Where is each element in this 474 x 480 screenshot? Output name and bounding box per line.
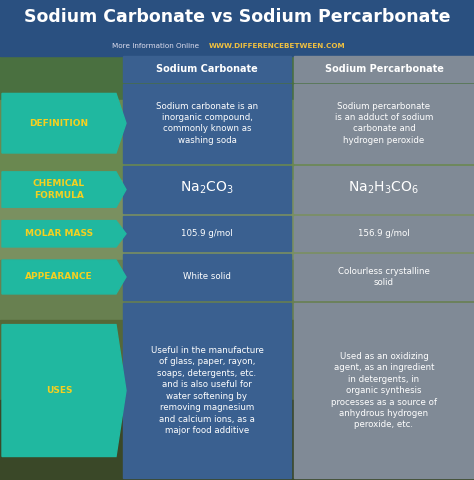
Bar <box>294 84 474 163</box>
Bar <box>0 100 474 180</box>
Text: APPEARANCE: APPEARANCE <box>25 273 93 281</box>
Text: DEFINITION: DEFINITION <box>29 119 89 128</box>
Text: Sodium Carbonate: Sodium Carbonate <box>156 64 258 74</box>
Text: Sodium Carbonate vs Sodium Percarbonate: Sodium Carbonate vs Sodium Percarbonate <box>24 8 450 26</box>
Bar <box>123 254 291 300</box>
Polygon shape <box>2 260 126 294</box>
Bar <box>123 56 291 82</box>
Bar <box>0 0 474 56</box>
Polygon shape <box>2 221 126 247</box>
Text: White solid: White solid <box>183 273 231 281</box>
Text: USES: USES <box>46 386 72 395</box>
Polygon shape <box>2 172 126 207</box>
Text: MOLAR MASS: MOLAR MASS <box>25 229 93 238</box>
Bar <box>0 180 474 260</box>
Bar <box>123 302 291 479</box>
Text: Na$_2$CO$_3$: Na$_2$CO$_3$ <box>180 180 234 196</box>
Text: Sodium Percarbonate: Sodium Percarbonate <box>325 64 444 74</box>
Text: Sodium percarbonate
is an adduct of sodium
carbonate and
hydrogen peroxide: Sodium percarbonate is an adduct of sodi… <box>335 102 433 145</box>
Bar <box>294 56 474 82</box>
Polygon shape <box>2 324 126 456</box>
Text: 156.9 g/mol: 156.9 g/mol <box>358 229 410 238</box>
Bar <box>123 166 291 213</box>
Polygon shape <box>2 94 126 153</box>
Text: Colourless crystalline
solid: Colourless crystalline solid <box>338 267 430 287</box>
Text: CHEMICAL
FORMULA: CHEMICAL FORMULA <box>33 180 85 200</box>
Text: More Information Online: More Information Online <box>112 43 199 49</box>
Bar <box>123 216 291 252</box>
Text: Used as an oxidizing
agent, as an ingredient
in detergents, in
organic synthesis: Used as an oxidizing agent, as an ingred… <box>331 352 437 430</box>
Text: Sodium carbonate is an
inorganic compound,
commonly known as
washing soda: Sodium carbonate is an inorganic compoun… <box>156 102 258 145</box>
Bar <box>0 260 474 320</box>
Bar <box>0 0 474 40</box>
Text: WWW.DIFFERENCEBETWEEN.COM: WWW.DIFFERENCEBETWEEN.COM <box>209 43 345 49</box>
Bar <box>0 320 474 400</box>
Text: Na$_2$H$_3$CO$_6$: Na$_2$H$_3$CO$_6$ <box>348 180 419 196</box>
Bar <box>0 40 474 100</box>
Bar <box>123 84 291 163</box>
Bar <box>0 400 474 480</box>
Bar <box>294 302 474 479</box>
Text: Useful in the manufacture
of glass, paper, rayon,
soaps, detergents, etc.
and is: Useful in the manufacture of glass, pape… <box>151 346 264 435</box>
Bar <box>294 216 474 252</box>
Text: 105.9 g/mol: 105.9 g/mol <box>181 229 233 238</box>
Bar <box>294 254 474 300</box>
Bar <box>294 166 474 213</box>
